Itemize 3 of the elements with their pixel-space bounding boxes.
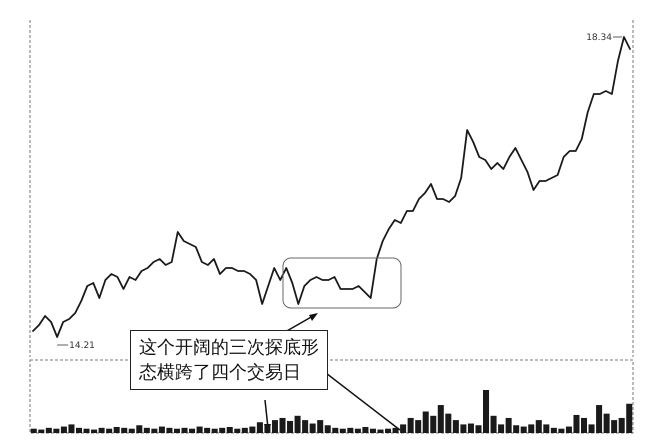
text: 14.21 bbox=[69, 341, 95, 351]
annotation: 这个开阔的三次探底形态横跨了四个交易日 bbox=[130, 330, 328, 390]
annotation: 18.34 bbox=[586, 33, 612, 43]
